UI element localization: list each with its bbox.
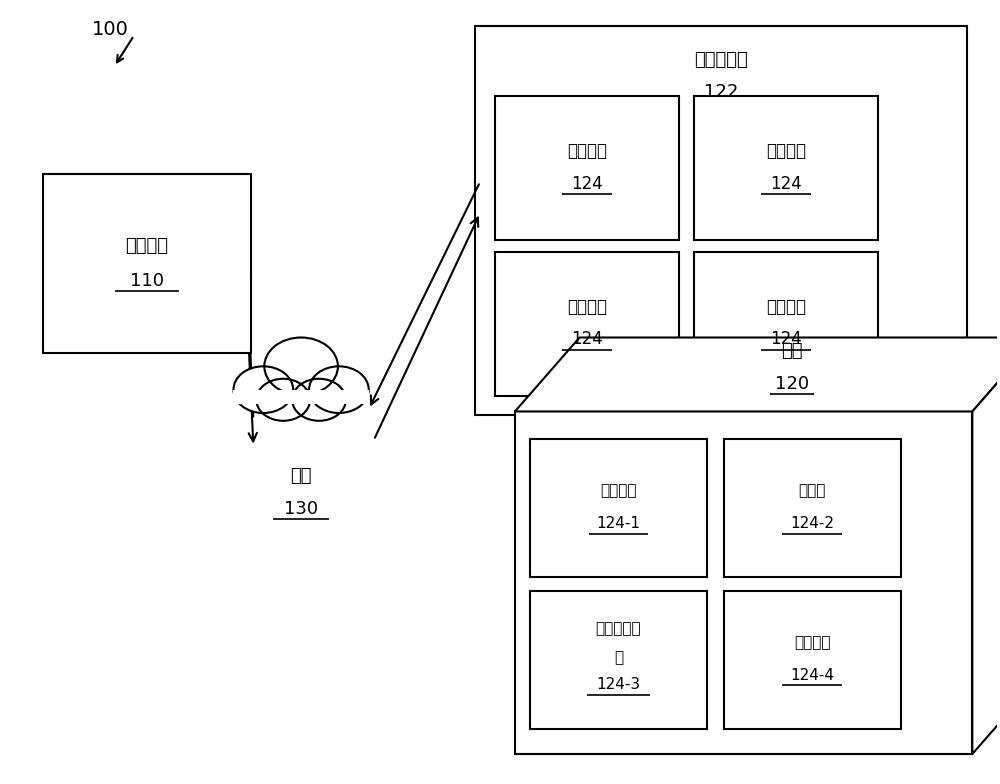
Bar: [530, 590, 707, 729]
Text: 100: 100: [92, 20, 129, 39]
Text: 110: 110: [130, 272, 164, 289]
Text: 网络: 网络: [290, 467, 312, 485]
Text: 储: 储: [614, 650, 623, 665]
Text: 124: 124: [571, 175, 603, 193]
Circle shape: [233, 366, 293, 413]
Polygon shape: [515, 337, 1000, 412]
Bar: [515, 412, 972, 754]
Bar: [495, 96, 679, 240]
Polygon shape: [972, 337, 1000, 754]
Circle shape: [292, 379, 346, 421]
Text: 124-1: 124-1: [596, 516, 640, 531]
Text: 虚拟机: 虚拟机: [799, 484, 826, 499]
Text: 应用程序: 应用程序: [600, 484, 637, 499]
Bar: [495, 252, 679, 396]
Text: 130: 130: [284, 499, 318, 517]
Text: 120: 120: [775, 375, 809, 393]
Bar: [724, 439, 901, 577]
Text: 124-2: 124-2: [790, 516, 834, 531]
Bar: [694, 252, 878, 396]
Text: 124: 124: [770, 330, 802, 348]
Bar: [530, 439, 707, 577]
Text: 虚拟化存储: 虚拟化存储: [596, 621, 641, 636]
Text: 124: 124: [770, 175, 802, 193]
Text: 124-3: 124-3: [596, 677, 640, 692]
Text: 122: 122: [704, 83, 738, 101]
Text: 平台: 平台: [781, 343, 803, 361]
Text: 124-4: 124-4: [790, 668, 834, 683]
Text: 云计算环境: 云计算环境: [694, 51, 748, 69]
Circle shape: [256, 379, 310, 421]
Circle shape: [264, 337, 338, 395]
Text: 计算资源: 计算资源: [567, 142, 607, 160]
Text: 计算资源: 计算资源: [766, 298, 806, 316]
Bar: [694, 96, 878, 240]
Text: 管理程序: 管理程序: [794, 635, 831, 650]
Text: 124: 124: [571, 330, 603, 348]
Bar: [724, 590, 901, 729]
Bar: [233, 390, 369, 404]
Circle shape: [309, 366, 369, 413]
Bar: [43, 174, 251, 353]
Text: 计算资源: 计算资源: [567, 298, 607, 316]
Bar: [233, 388, 369, 404]
Text: 计算资源: 计算资源: [766, 142, 806, 160]
Bar: [475, 26, 967, 416]
Text: 用户设备: 用户设备: [125, 238, 168, 256]
